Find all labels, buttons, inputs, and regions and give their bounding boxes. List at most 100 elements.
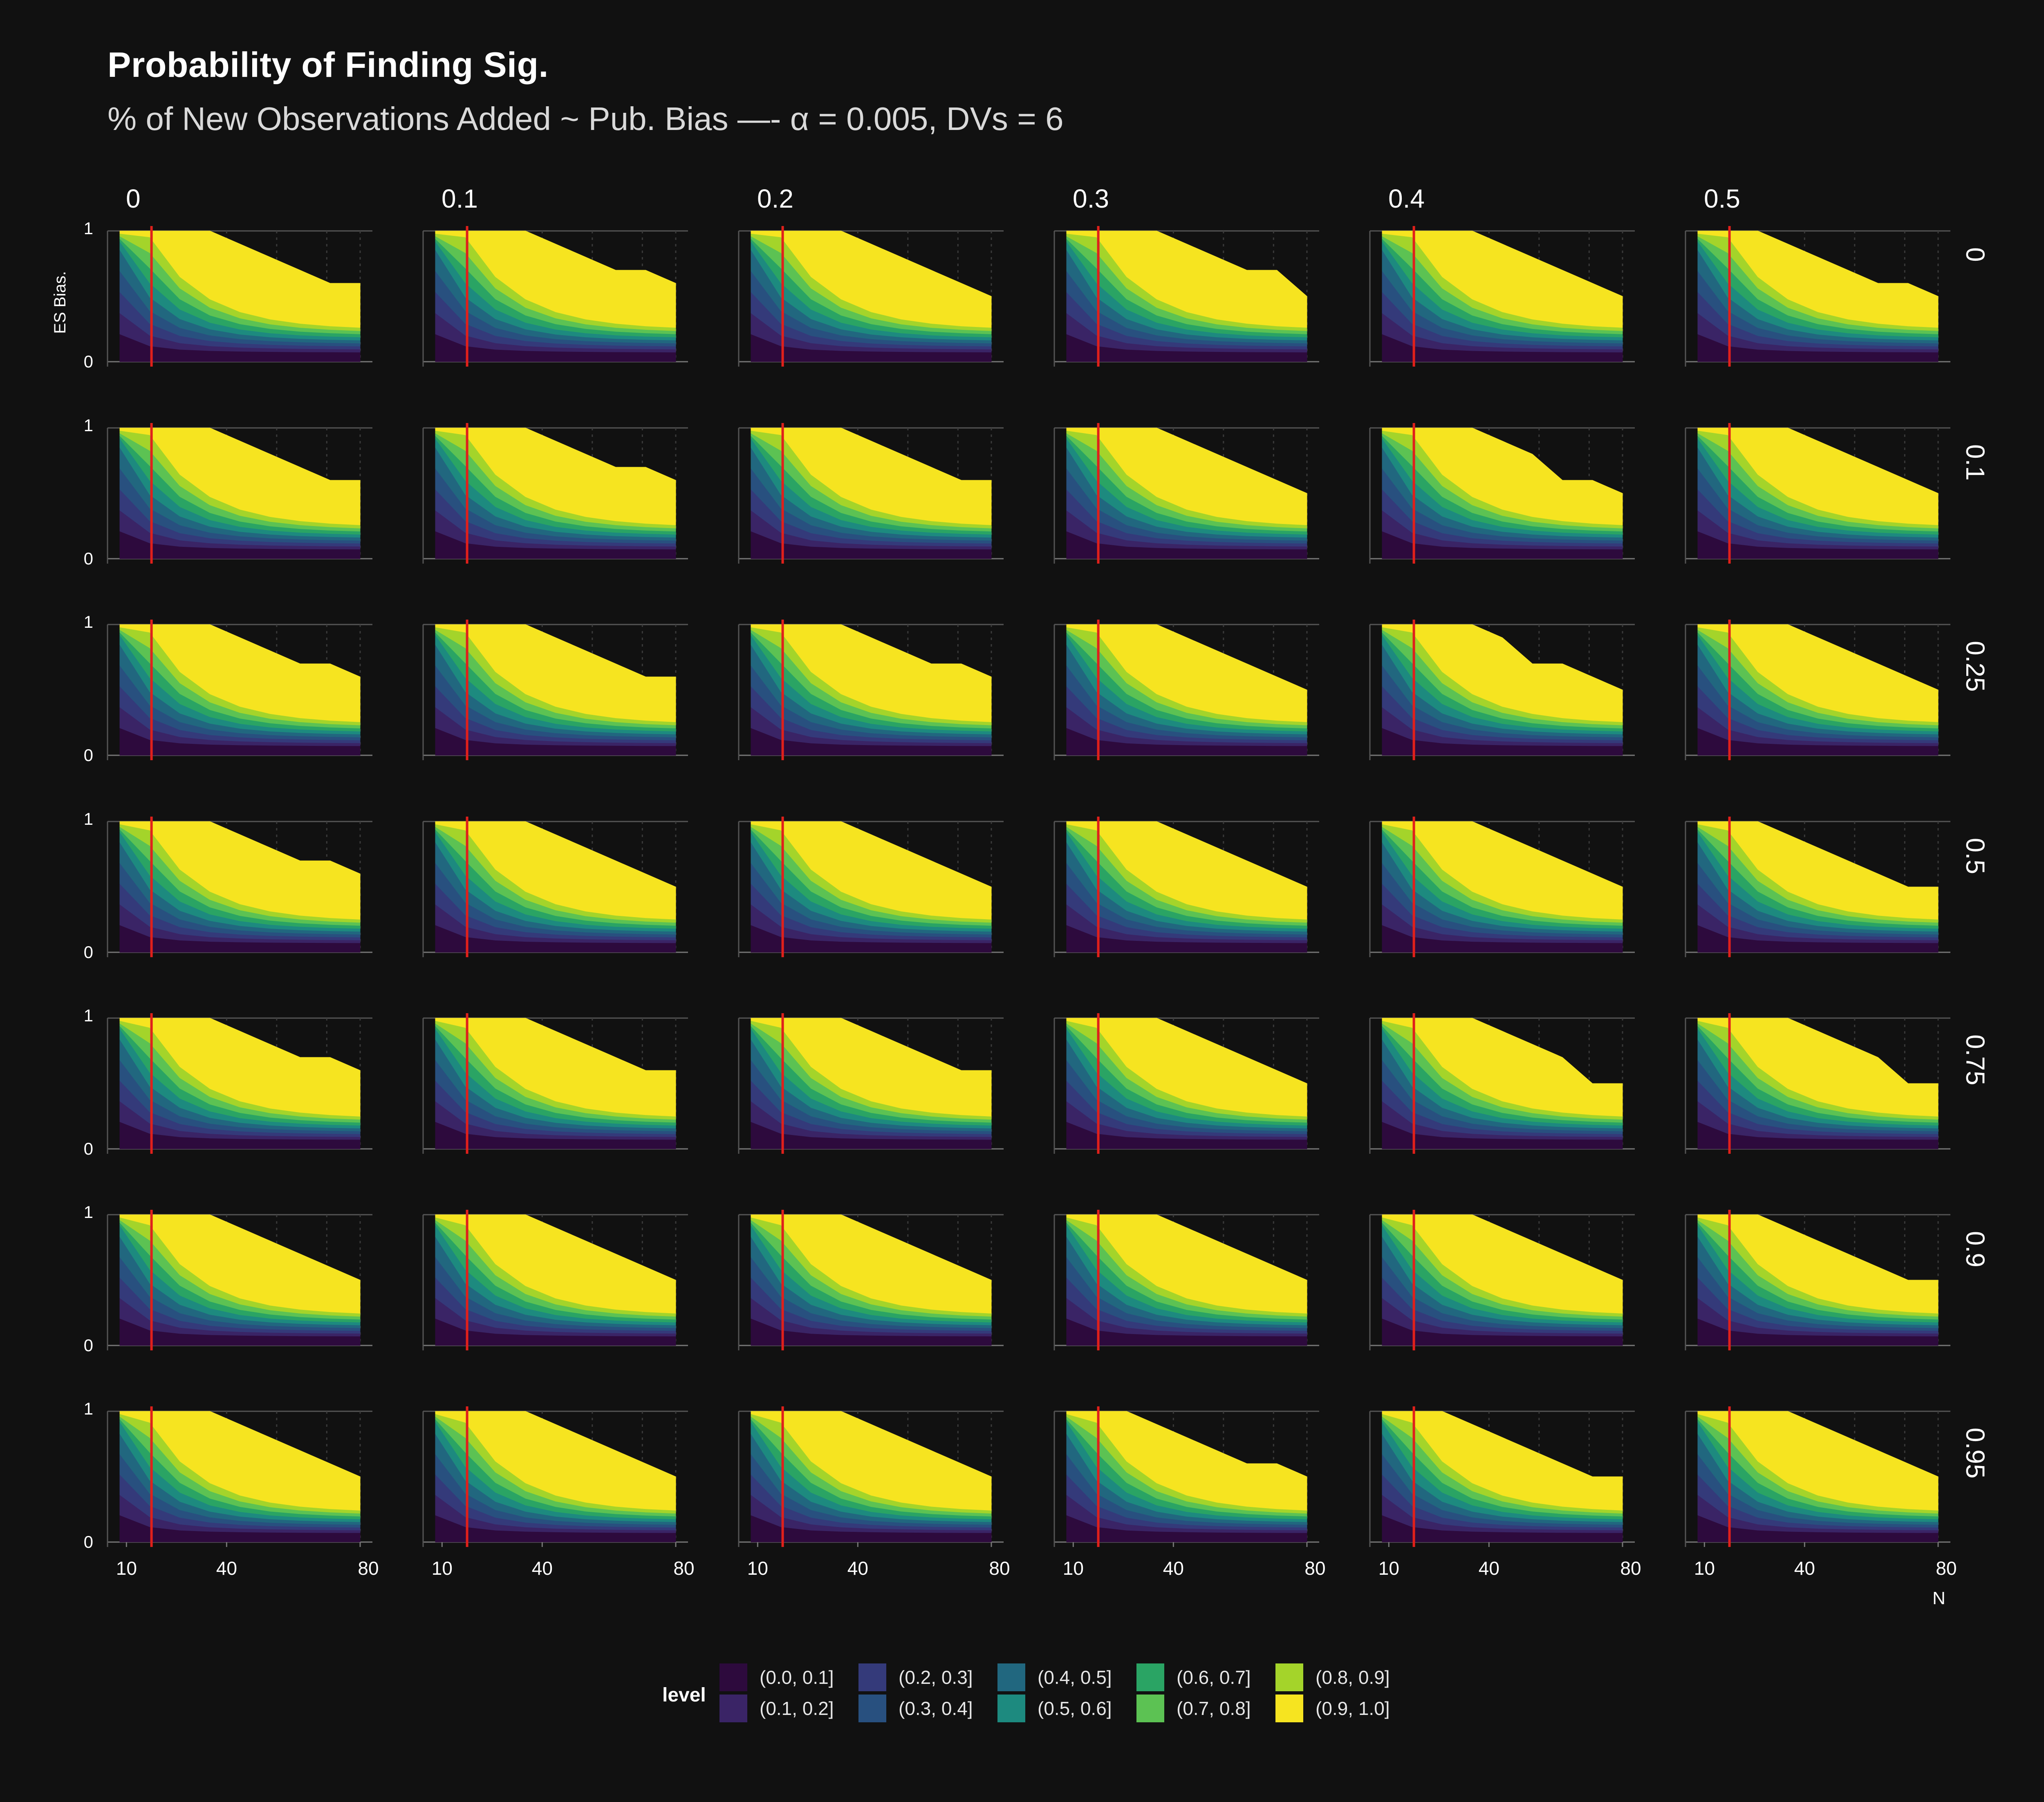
legend-swatch [1275,1663,1303,1691]
facet-panel [738,1210,1004,1350]
facet-panel [422,1013,688,1154]
facet-panel [1369,817,1635,957]
contour-band [119,1214,361,1314]
contour-band [1066,1018,1307,1117]
y-tick-label: 1 [84,219,93,238]
facet-panel [422,423,688,564]
x-tick-label: 10 [116,1558,137,1579]
facet-panel [1369,423,1635,564]
facet-panel [1685,817,1950,957]
y-axis-title: ES Bias. [51,271,69,334]
contour-band [1066,821,1307,920]
y-tick-label: 0 [84,745,93,765]
facet-panel [1053,620,1319,760]
facet-panel: 01 [84,612,372,765]
legend-label: (0.9, 1.0] [1316,1698,1390,1719]
legend-swatch [1275,1695,1303,1722]
y-tick-label: 0 [84,942,93,962]
y-tick-label: 1 [84,1399,93,1418]
legend-label: (0.8, 0.9] [1316,1667,1390,1688]
contour-band [751,1411,992,1511]
contour-band [751,624,992,722]
facet-panel [1053,817,1319,957]
contour-band [1697,821,1939,920]
facet-panel [738,620,1004,760]
contour-band [751,821,992,920]
legend-label: (0.6, 0.7] [1177,1667,1251,1688]
facet-panel [1369,1210,1635,1350]
facet-panel: 10 40 80 [1053,1406,1326,1579]
x-tick-label: 80 [673,1558,694,1579]
legend-swatch [1136,1695,1164,1722]
x-tick-label: 10 [1378,1558,1399,1579]
legend-item: (0.3, 0.4] [858,1695,973,1722]
y-tick-label: 1 [84,809,93,828]
legend-swatch [997,1663,1025,1691]
legend-title: level [662,1684,706,1706]
x-tick-label: 80 [989,1558,1010,1579]
facet-panel [422,817,688,957]
facet-panel: 10 40 80 [422,1406,695,1579]
row-facet-label: 0 [1961,247,1990,262]
row-facet-label: 0.1 [1961,444,1990,481]
y-tick-label: 0 [84,1336,93,1355]
contour-band [1382,231,1623,328]
chart-subtitle: % of New Observations Added ~ Pub. Bias … [108,101,1064,137]
row-facet-label: 0.5 [1961,838,1990,874]
facet-panel [1369,620,1635,760]
legend-swatch [858,1695,886,1722]
legend-label: (0.1, 0.2] [760,1698,834,1719]
legend-item: (0.1, 0.2] [719,1695,834,1722]
row-facet-label: 0.95 [1961,1428,1990,1479]
legend-swatch [719,1695,747,1722]
legend-item: (0.4, 0.5] [997,1663,1112,1691]
y-tick-label: 0 [84,352,93,371]
contour-band [1066,231,1307,328]
y-tick-label: 1 [84,612,93,631]
y-tick-label: 0 [84,1139,93,1158]
legend-swatch [997,1695,1025,1722]
contour-band [751,231,992,328]
legend-item: (0.7, 0.8] [1136,1695,1251,1722]
column-facet-label: 0 [126,184,141,213]
contour-band [1066,1214,1307,1314]
contour-band [119,624,361,722]
legend-item: (0.9, 1.0] [1275,1695,1390,1722]
legend-swatch [719,1663,747,1691]
legend-label: (0.4, 0.5] [1038,1667,1112,1688]
facet-panel [1369,1013,1635,1154]
x-tick-label: 10 [1694,1558,1715,1579]
contour-band [751,1214,992,1314]
row-facet-label: 0.75 [1961,1034,1990,1086]
legend-label: (0.0, 0.1] [760,1667,834,1688]
column-facet-label: 0.3 [1073,184,1109,213]
row-facet-label: 0.9 [1961,1231,1990,1267]
y-tick-label: 1 [84,1202,93,1222]
contour-band [1382,624,1623,722]
facet-panel: 01 [84,416,372,568]
legend-item: (0.8, 0.9] [1275,1663,1390,1691]
contour-band [1382,821,1623,920]
facet-panel: 10 40 80 [738,1406,1010,1579]
contour-band [1382,1018,1623,1117]
legend-item: (0.0, 0.1] [719,1663,834,1691]
chart-title: Probability of Finding Sig. [108,45,549,85]
facet-panel: 10 40 80 [1685,1406,1957,1579]
contour-band [1066,1411,1307,1511]
facet-panel [1685,226,1950,367]
facet-panel [738,1013,1004,1154]
contour-band [1066,624,1307,722]
facet-panel: 0 1 10 40 80 [84,1399,379,1579]
contour-band [119,1411,361,1511]
legend-label: (0.7, 0.8] [1177,1698,1251,1719]
legend-swatch [858,1663,886,1691]
contour-band [435,821,676,920]
x-tick-label: 40 [847,1558,868,1579]
x-axis-title: N [1932,1588,1945,1608]
facet-panel [422,620,688,760]
column-facet-label: 0.2 [757,184,793,213]
y-tick-label: 1 [84,416,93,435]
x-tick-label: 40 [532,1558,553,1579]
facet-panel [738,226,1004,367]
